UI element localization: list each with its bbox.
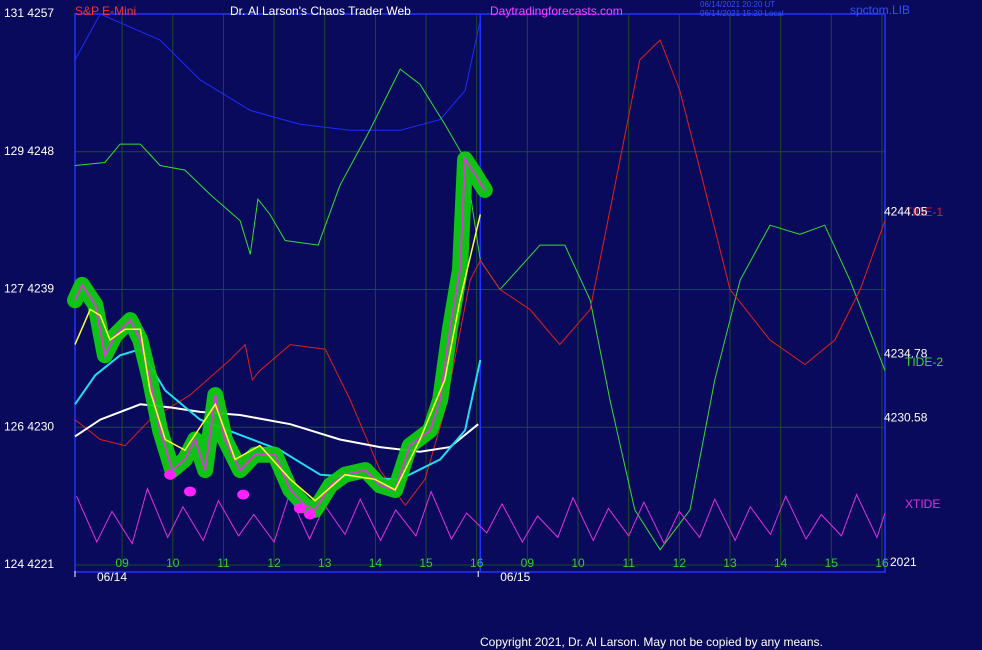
copyright: Copyright 2021, Dr. Al Larson. May not b… [480,635,823,649]
price-label: 4244.05 [884,204,928,218]
x-tick-label: 11 [622,556,635,570]
y-tick-label: 126 4230 [4,419,54,433]
low-marker [237,489,250,500]
series-line [74,68,886,551]
x-tick-label: 13 [318,556,332,570]
x-tick-label: 12 [673,556,687,570]
x-tick-label: 16 [875,556,889,570]
price-label: 4230.58 [884,411,928,425]
timestamp-ut: 06/14/2021 20:20 UT [700,0,775,9]
year: 2021 [890,555,917,569]
low-marker [304,509,317,520]
y-tick-label: 129 4248 [4,144,54,158]
x-tick-label: 15 [825,556,839,570]
x-tick-label: 10 [571,556,585,570]
series-line [74,214,482,502]
low-marker [164,469,177,480]
series-line [74,39,886,507]
series-label: TIDE-2 [905,355,943,369]
y-tick-label: 127 4239 [4,282,54,296]
x-tick-label: 09 [521,556,535,570]
price-label: 4234.78 [884,346,928,360]
y-tick-label: 124 4221 [4,557,54,571]
chart-title: Dr. Al Larson's Chaos Trader Web [230,4,411,18]
series-line [74,403,479,453]
x-tick-label: 13 [723,556,737,570]
x-tick-label: 14 [774,556,788,570]
x-tick-label: 09 [115,556,129,570]
series-line [74,13,481,131]
x-tick-label: 10 [166,556,180,570]
x-tick-label: 11 [217,556,230,570]
y-tick-label: 131 4257 [4,6,54,20]
instrument: S&P E-Mini [75,4,136,18]
series-line [74,348,482,481]
x-tick-label: 15 [419,556,433,570]
low-marker [183,486,196,497]
series-label: TIDE-1 [905,205,943,219]
date-label: 06/14 [97,570,127,584]
library: spctom.LIB [850,3,910,17]
x-tick-label: 16 [470,556,484,570]
timestamp-local: 06/14/2021 15:20 Local [700,9,784,18]
x-tick-label: 12 [267,556,281,570]
series-label: XTIDE [905,497,940,511]
date-label: 06/15 [500,570,530,584]
low-marker [293,503,306,514]
series-line [76,486,886,545]
plot: TIDE-2 TIDE-1 XTIDE [67,13,943,551]
website: Daytradingforecasts.com [490,4,623,18]
x-tick-label: 14 [369,556,383,570]
